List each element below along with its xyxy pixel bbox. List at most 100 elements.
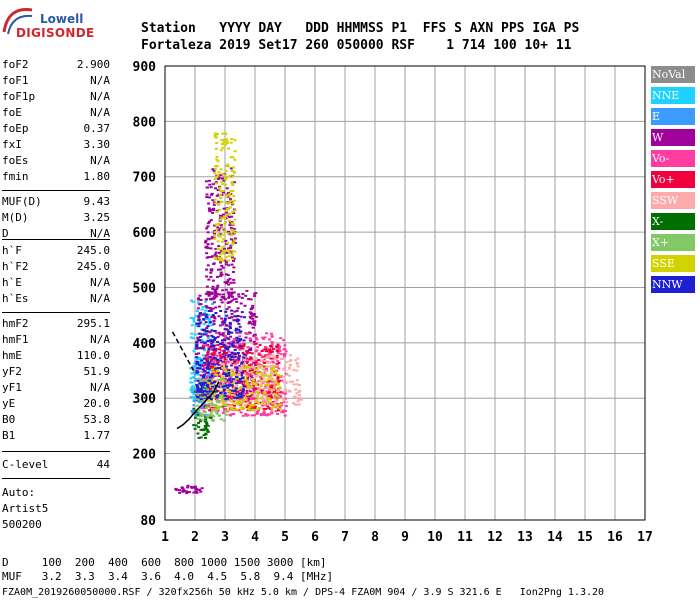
echo-point	[226, 379, 230, 382]
echo-point	[219, 342, 223, 345]
echo-point	[196, 396, 200, 399]
echo-point	[246, 378, 249, 381]
echo-point	[204, 415, 208, 418]
echo-point	[201, 398, 205, 400]
echo-point	[200, 399, 204, 402]
echo-point	[202, 346, 205, 349]
echo-point	[264, 346, 267, 348]
echo-point	[235, 309, 239, 312]
echo-point	[233, 171, 237, 174]
echo-point	[198, 312, 202, 315]
echo-point	[270, 365, 274, 367]
echo-point	[206, 339, 210, 342]
echo-point	[272, 369, 276, 372]
param-row: C-level 44	[2, 458, 110, 474]
echo-point	[239, 315, 243, 318]
echo-point	[186, 484, 190, 487]
echo-point	[284, 405, 288, 407]
echo-point	[259, 383, 263, 386]
echo-point	[228, 331, 232, 334]
echo-point	[215, 412, 219, 415]
echo-point	[251, 381, 255, 384]
echo-point	[209, 321, 212, 324]
echo-point	[231, 413, 235, 415]
echo-point	[266, 362, 269, 364]
echo-point	[224, 402, 228, 405]
echo-point	[194, 414, 198, 417]
echo-point	[196, 301, 200, 304]
echo-point	[214, 295, 218, 298]
echo-point	[224, 263, 228, 266]
echo-point	[267, 365, 271, 368]
echo-point	[228, 174, 232, 177]
echo-point	[274, 364, 278, 367]
echo-point	[195, 310, 199, 312]
echo-point	[238, 332, 242, 335]
echo-point	[192, 320, 196, 323]
echo-point	[271, 401, 275, 404]
echo-point	[217, 385, 221, 388]
echo-point	[266, 354, 270, 357]
echo-point	[274, 370, 278, 373]
echo-point	[275, 345, 279, 348]
echo-point	[190, 395, 194, 398]
echo-point	[279, 357, 283, 360]
echo-point	[236, 394, 240, 397]
param-value: N/A	[90, 381, 110, 394]
echo-point	[197, 298, 201, 301]
echo-point	[278, 403, 282, 406]
echo-point	[226, 279, 230, 282]
echo-point	[226, 348, 230, 351]
echo-point	[259, 371, 263, 374]
echo-point	[200, 418, 204, 421]
echo-point	[242, 339, 246, 342]
echo-point	[251, 323, 255, 326]
echo-point	[211, 288, 215, 290]
echo-point	[205, 360, 209, 363]
echo-point	[241, 293, 245, 296]
echo-point	[214, 223, 218, 226]
echo-point	[231, 190, 235, 193]
echo-point	[222, 213, 225, 216]
echo-point	[231, 393, 234, 396]
echo-point	[219, 257, 223, 260]
echo-point	[235, 367, 239, 370]
echo-point	[282, 368, 285, 371]
echo-point	[275, 363, 279, 366]
echo-point	[230, 288, 234, 291]
echo-point	[198, 339, 202, 342]
echo-point	[222, 419, 226, 422]
echo-point	[213, 232, 216, 235]
echo-point	[211, 414, 214, 417]
echo-point	[207, 348, 211, 351]
echo-point	[214, 367, 218, 370]
echo-point	[228, 277, 232, 280]
echo-point	[229, 198, 232, 201]
echo-point	[195, 384, 199, 387]
echo-point	[215, 286, 219, 289]
echo-point	[230, 170, 234, 172]
echo-point	[213, 352, 217, 355]
echo-point	[202, 396, 206, 399]
echo-point	[269, 374, 273, 377]
echo-point	[208, 409, 212, 411]
echo-point	[235, 402, 239, 405]
echo-point	[211, 302, 214, 305]
echo-point	[283, 352, 287, 355]
echo-point	[227, 264, 231, 267]
file-info-footer: FZA0M_2019260050000.RSF / 320fx256h 50 k…	[2, 587, 605, 598]
echo-point	[192, 491, 196, 494]
echo-point	[192, 410, 195, 413]
echo-point	[252, 340, 256, 343]
echo-point	[217, 177, 220, 180]
echo-point	[244, 378, 247, 381]
param-row: foEs N/A	[2, 154, 110, 170]
echo-point	[210, 368, 214, 371]
x-tick-label: 2	[191, 530, 199, 545]
echo-point	[206, 388, 210, 391]
muf-distance-table: D 100 200 400 600 800 1000 1500 3000 [km…	[2, 556, 333, 584]
echo-point	[262, 391, 266, 394]
x-tick-label: 15	[577, 530, 593, 545]
echo-point	[244, 294, 248, 297]
param-row: h`F 245.0	[2, 244, 110, 260]
